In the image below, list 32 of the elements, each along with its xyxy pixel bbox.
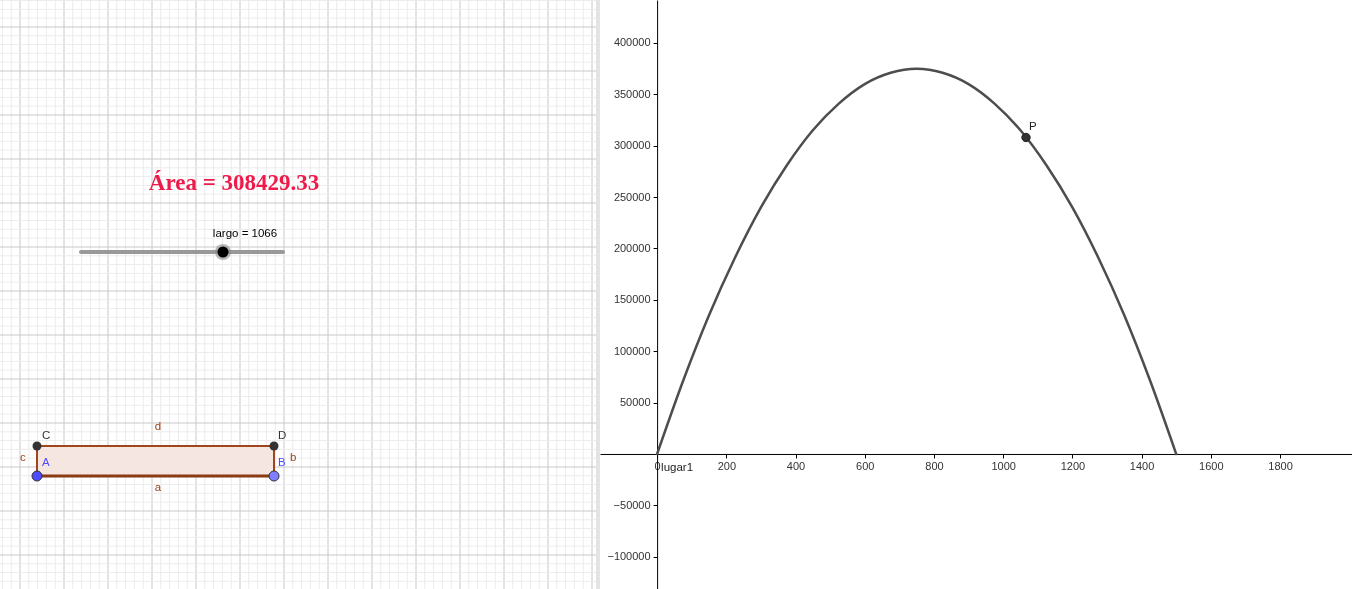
text: C	[42, 429, 51, 441]
y-tick-label: 400000	[613, 36, 651, 49]
x-tick-label: 1600	[1199, 460, 1224, 473]
text: b	[290, 451, 297, 463]
text: largo = 1066	[212, 227, 278, 239]
y-tick-label: 200000	[613, 241, 651, 254]
x-tick-label: 1000	[991, 460, 1016, 473]
y-tick-label: −50000	[613, 498, 651, 511]
x-tick-label: 400	[786, 460, 806, 473]
text: B	[278, 456, 286, 468]
x-tick-label: 1200	[1060, 460, 1086, 473]
x-tick-label: 600	[856, 460, 875, 473]
x-tick-label: 800	[925, 460, 944, 473]
y-tick-label: 50000	[620, 396, 651, 409]
series-label: lugar1	[661, 460, 694, 473]
text: d	[154, 420, 162, 432]
line-series	[655, 67, 1178, 456]
series-label: P	[1029, 120, 1038, 133]
text: a	[154, 481, 162, 493]
text: D	[278, 429, 287, 441]
y-tick-label: −100000	[607, 550, 651, 563]
y-tick-label: 150000	[613, 293, 651, 306]
x-tick-label: 1800	[1268, 460, 1293, 473]
text: A	[42, 456, 50, 468]
x-tick-label: 200	[717, 460, 736, 473]
y-tick-label: 250000	[613, 190, 651, 203]
y-tick-label: 350000	[613, 87, 651, 100]
y-tick-label: 300000	[613, 139, 651, 152]
x-tick-label: 1400	[1129, 460, 1155, 473]
text: c	[20, 451, 26, 463]
y-tick-label: 100000	[613, 344, 651, 357]
text: Área = 308429.33	[148, 170, 320, 195]
